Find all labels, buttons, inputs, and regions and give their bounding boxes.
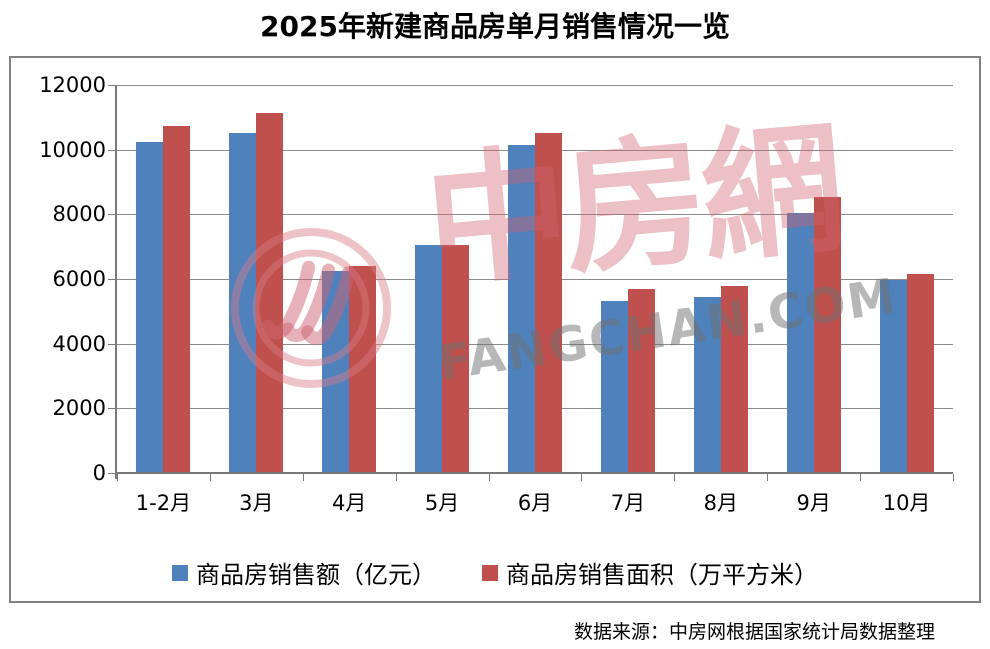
x-axis-tick (860, 474, 862, 481)
legend-label-sales-area: 商品房销售面积（万平方米） (506, 561, 818, 589)
y-axis-tick (108, 408, 115, 410)
x-axis-label: 4月 (332, 491, 367, 515)
x-axis-label: 9月 (796, 491, 831, 515)
chart-frame: 12000 10000 8000 6000 4000 2000 0 1-2月 3月 4月 5月 6月… (9, 56, 981, 603)
legend-item-sales-amount: 商品房销售额（亿元） (172, 555, 436, 590)
y-axis-tick (108, 279, 115, 280)
bar-sales-area (442, 245, 470, 473)
bar-sales-amount (600, 300, 628, 473)
legend-swatch-red-icon (482, 564, 498, 581)
bar-sales-amount (229, 132, 257, 473)
bar-sales-area (535, 132, 562, 473)
bar-sales-amount (693, 296, 721, 473)
bar-group (210, 85, 303, 473)
bar-group (674, 85, 767, 473)
bar-group (396, 85, 489, 473)
y-axis-label: 6000 (52, 267, 106, 291)
bar-group (117, 85, 210, 473)
y-axis-tick (108, 149, 115, 151)
x-axis (115, 472, 953, 474)
legend-label-sales-amount: 商品房销售额（亿元） (196, 561, 436, 589)
x-axis-label: 5月 (424, 491, 460, 515)
source-note: 数据来源：中房网根据国家统计局数据整理 (573, 621, 935, 643)
plot-area (108, 85, 954, 481)
y-axis-label: 0 (92, 461, 106, 485)
bar-sales-area (627, 289, 655, 473)
x-axis-tick (209, 474, 211, 481)
bar-sales-area (813, 196, 841, 473)
y-axis-label: 12000 (39, 73, 106, 97)
y-axis-tick (108, 85, 115, 86)
x-axis-tick (302, 474, 304, 481)
legend-item-sales-area: 商品房销售面积（万平方米） (482, 555, 818, 590)
bar-sales-amount (786, 213, 814, 473)
y-axis-label: 2000 (52, 396, 106, 421)
bar-group (489, 85, 582, 473)
bar-sales-amount (879, 279, 907, 473)
bar-sales-amount (415, 244, 443, 473)
x-axis-tick (581, 474, 583, 481)
bar-group (581, 85, 674, 473)
bar-sales-area (349, 266, 377, 473)
bars-layer (117, 85, 953, 473)
bar-sales-amount (136, 141, 164, 473)
gridline (117, 85, 953, 86)
bar-sales-area (906, 273, 934, 473)
y-axis-tick (108, 343, 115, 345)
y-axis-tick (108, 214, 115, 216)
x-axis-tick (488, 474, 490, 481)
x-axis-label: 8月 (703, 491, 738, 515)
x-axis-tick (674, 474, 676, 481)
bar-sales-area (163, 125, 191, 473)
x-axis-label: 10月 (882, 491, 931, 515)
x-axis-tick (395, 474, 397, 481)
y-axis (115, 85, 117, 479)
bar-group (303, 85, 396, 473)
bar-sales-amount (322, 270, 350, 473)
x-axis-label: 6月 (517, 491, 553, 515)
bar-sales-amount (508, 144, 535, 473)
chart-title: 2025年新建商品房单月销售情况一览 (260, 10, 730, 43)
y-axis-label: 4000 (52, 331, 106, 356)
x-axis-tick (953, 474, 954, 481)
x-axis-label: 1-2月 (135, 491, 192, 515)
y-axis-label: 8000 (52, 202, 106, 227)
bar-group (860, 85, 953, 473)
x-axis-label: 3月 (239, 491, 274, 515)
bar-sales-area (720, 286, 748, 473)
x-axis-tick (767, 474, 769, 481)
x-axis-label-row: 1-2月 3月 4月 5月 6月 7月 8月 9月 10月 (117, 487, 953, 517)
legend: 商品房销售额（亿元） 商品房销售面积（万平方米） (11, 555, 979, 590)
y-axis-label: 10000 (39, 137, 106, 162)
x-axis-tick (117, 474, 118, 481)
y-axis-tick (108, 473, 115, 474)
legend-swatch-blue-icon (172, 564, 188, 581)
x-axis-label: 7月 (610, 491, 646, 515)
bar-sales-area (256, 113, 284, 473)
bar-group (767, 85, 860, 473)
